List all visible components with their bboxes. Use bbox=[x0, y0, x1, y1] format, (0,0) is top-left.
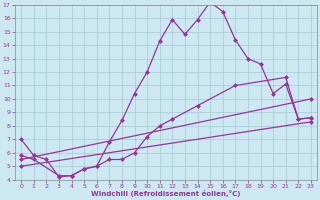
X-axis label: Windchill (Refroidissement éolien,°C): Windchill (Refroidissement éolien,°C) bbox=[91, 190, 241, 197]
